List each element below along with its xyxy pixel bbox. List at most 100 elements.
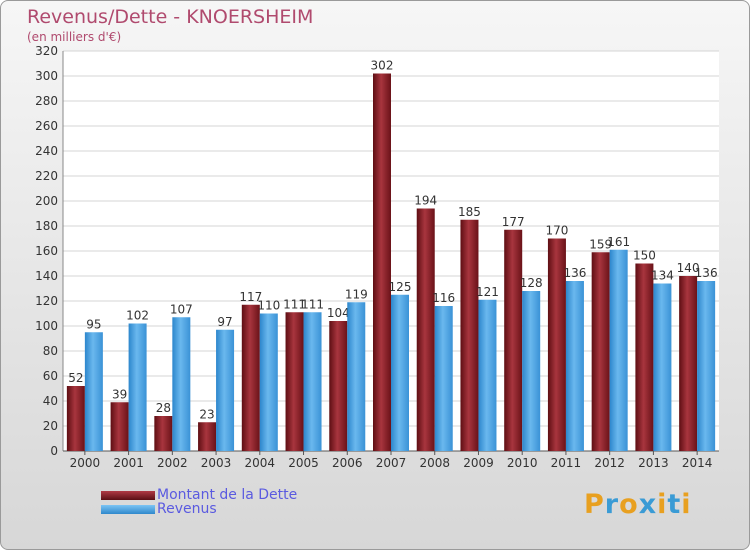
legend-item-revenus: Revenus bbox=[101, 501, 217, 517]
bar-revenus bbox=[522, 291, 541, 451]
bar-revenus bbox=[347, 302, 366, 451]
x-tick-label: 2006 bbox=[332, 456, 363, 470]
y-tick-label: 20 bbox=[43, 419, 58, 433]
x-tick-label: 2013 bbox=[638, 456, 669, 470]
data-label-dette: 159 bbox=[589, 237, 612, 251]
bar-dette bbox=[547, 238, 566, 451]
y-tick-label: 320 bbox=[35, 44, 58, 58]
data-label-revenus: 111 bbox=[301, 297, 324, 311]
y-tick-label: 280 bbox=[35, 94, 58, 108]
bar-dette bbox=[504, 229, 523, 451]
x-tick-label: 2005 bbox=[288, 456, 319, 470]
y-tick-label: 120 bbox=[35, 294, 58, 308]
proxiti-logo: Proxiti bbox=[584, 489, 692, 520]
chart-subtitle: (en milliers d'€) bbox=[27, 30, 122, 44]
data-label-revenus: 136 bbox=[695, 266, 718, 280]
data-label-dette: 194 bbox=[414, 194, 437, 208]
x-tick-label: 2009 bbox=[463, 456, 494, 470]
y-tick-label: 200 bbox=[35, 194, 58, 208]
logo-letter: o bbox=[619, 489, 639, 520]
data-label-revenus: 97 bbox=[217, 315, 232, 329]
data-label-revenus: 128 bbox=[520, 276, 543, 290]
bar-dette bbox=[373, 73, 391, 451]
data-label-dette: 104 bbox=[327, 306, 350, 320]
data-label-revenus: 134 bbox=[651, 269, 674, 283]
bar-dette bbox=[198, 422, 217, 451]
legend-swatch-dette bbox=[101, 490, 155, 500]
bar-revenus bbox=[478, 299, 497, 451]
bar-revenus bbox=[653, 283, 672, 451]
data-label-dette: 140 bbox=[677, 261, 700, 275]
y-tick-label: 80 bbox=[43, 344, 58, 358]
bar-revenus bbox=[216, 329, 235, 451]
data-label-revenus: 107 bbox=[170, 302, 193, 316]
bar-dette bbox=[241, 304, 260, 451]
data-label-revenus: 102 bbox=[126, 309, 149, 323]
legend-label-dette: Montant de la Dette bbox=[157, 487, 298, 503]
x-tick-label: 2007 bbox=[376, 456, 407, 470]
data-label-dette: 170 bbox=[545, 224, 568, 238]
bar-revenus bbox=[609, 249, 628, 451]
data-label-dette: 117 bbox=[239, 290, 262, 304]
x-tick-label: 2010 bbox=[507, 456, 538, 470]
data-label-dette: 185 bbox=[458, 205, 481, 219]
logo-letter: i bbox=[657, 489, 668, 520]
y-tick-label: 60 bbox=[43, 369, 58, 383]
bar-revenus bbox=[303, 312, 322, 451]
bar-dette bbox=[460, 219, 479, 451]
bar-revenus bbox=[434, 306, 453, 451]
data-label-revenus: 161 bbox=[607, 235, 630, 249]
bar-dette bbox=[110, 402, 129, 451]
x-tick-label: 2003 bbox=[201, 456, 232, 470]
bar-dette bbox=[285, 312, 304, 451]
data-label-dette: 39 bbox=[112, 387, 127, 401]
bar-revenus bbox=[391, 294, 409, 451]
y-tick-label: 0 bbox=[50, 444, 58, 458]
bar-dette bbox=[635, 263, 654, 451]
x-tick-label: 2014 bbox=[682, 456, 713, 470]
logo-letter: r bbox=[604, 489, 620, 520]
x-tick-label: 2011 bbox=[551, 456, 582, 470]
x-tick-label: 2004 bbox=[245, 456, 276, 470]
bar-revenus bbox=[565, 281, 584, 451]
data-label-dette: 52 bbox=[68, 371, 83, 385]
y-tick-label: 40 bbox=[43, 394, 58, 408]
data-label-dette: 111 bbox=[283, 297, 306, 311]
y-tick-label: 180 bbox=[35, 219, 58, 233]
data-label-revenus: 136 bbox=[563, 266, 586, 280]
x-tick-label: 2000 bbox=[70, 456, 101, 470]
bar-revenus bbox=[172, 317, 191, 451]
data-label-revenus: 121 bbox=[476, 285, 499, 299]
chart-title: Revenus/Dette - KNOERSHEIM bbox=[27, 6, 314, 28]
data-label-revenus: 116 bbox=[432, 291, 455, 305]
y-tick-label: 220 bbox=[35, 169, 58, 183]
bar-revenus bbox=[697, 281, 716, 451]
x-tick-label: 2012 bbox=[594, 456, 625, 470]
x-tick-label: 2002 bbox=[157, 456, 188, 470]
y-tick-label: 100 bbox=[35, 319, 58, 333]
logo-letter: x bbox=[638, 489, 658, 520]
x-tick-label: 2001 bbox=[113, 456, 144, 470]
y-tick-label: 300 bbox=[35, 69, 58, 83]
logo-letter: t bbox=[667, 489, 682, 520]
data-label-dette: 177 bbox=[502, 215, 525, 229]
logo-letter: P bbox=[584, 489, 605, 520]
logo-letter: i bbox=[681, 489, 692, 520]
data-label-revenus: 95 bbox=[86, 317, 101, 331]
y-tick-label: 260 bbox=[35, 119, 58, 133]
bar-revenus bbox=[84, 332, 103, 451]
bar-dette bbox=[329, 321, 348, 451]
legend-label-revenus: Revenus bbox=[157, 501, 217, 517]
data-label-revenus: 125 bbox=[389, 280, 412, 294]
bar-revenus bbox=[259, 313, 278, 451]
data-label-dette: 23 bbox=[199, 407, 214, 421]
data-label-revenus: 119 bbox=[345, 287, 368, 301]
bar-dette bbox=[591, 252, 610, 451]
data-label-dette: 150 bbox=[633, 249, 656, 263]
legend-swatch-revenus bbox=[101, 504, 155, 514]
x-tick-label: 2008 bbox=[419, 456, 450, 470]
bar-dette bbox=[154, 416, 173, 451]
data-label-dette: 302 bbox=[371, 59, 394, 73]
